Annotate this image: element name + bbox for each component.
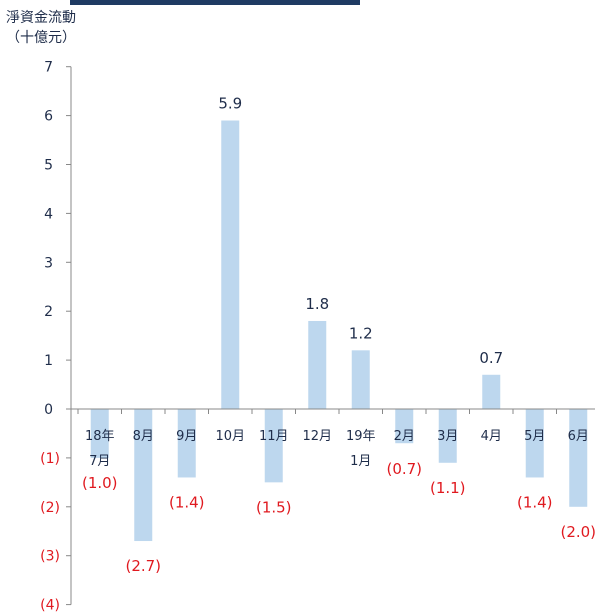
bar [264,409,283,483]
data-label: (2.7) [125,557,161,575]
y-tick-label: 2 [44,304,53,320]
data-label: (1.5) [256,498,292,516]
y-tick-label: (4) [40,598,60,612]
y-tick-label: 1 [44,353,53,369]
bar [482,374,501,409]
y-tick-label: 4 [44,206,53,222]
y-tick-label: 6 [44,109,53,125]
category-label: 18年 [85,429,115,444]
category-label: 11月 [259,429,289,444]
category-label: 9月 [176,429,197,444]
bar [308,320,327,409]
bar [177,409,196,478]
category-label: 5月 [524,429,545,444]
category-label: 3月 [437,429,458,444]
data-label: 0.7 [479,349,503,367]
data-label: 1.8 [305,295,329,313]
category-label: 1月 [350,454,371,469]
bar [525,409,544,478]
y-tick-label: (3) [40,549,60,565]
data-label: 1.2 [349,324,373,342]
y-tick-label: 7 [44,60,53,76]
category-label: 6月 [568,429,589,444]
data-label: (2.0) [560,523,596,541]
bar [569,409,588,507]
data-label: (1.0) [82,474,118,492]
category-label: 12月 [302,429,332,444]
bar [221,120,240,410]
bar [395,409,414,444]
category-label: 4月 [481,429,502,444]
category-label: 8月 [133,429,154,444]
y-axis-title: 淨資金流動 （十億元） [6,8,76,48]
category-label: 19年 [346,429,376,444]
y-axis-title-line1: 淨資金流動 [6,10,76,26]
y-axis-title-line2: （十億元） [6,30,76,46]
category-label: 2月 [394,429,415,444]
data-label: 5.9 [218,94,242,112]
header-bar [70,0,360,5]
data-label: (1.4) [169,493,205,511]
data-label: (1.4) [517,493,553,511]
bar [438,409,457,463]
y-tick-label: (2) [40,500,60,516]
bar [351,350,370,409]
data-label: (1.1) [430,479,466,497]
y-tick-label: 3 [44,255,53,271]
data-label: (0.7) [386,460,422,478]
bar [134,409,153,542]
y-tick-label: (1) [40,451,60,467]
category-label: 10月 [215,429,245,444]
y-tick-label: 0 [44,402,53,418]
bar [90,409,109,458]
category-label: 7月 [89,454,110,469]
y-tick-label: 5 [44,158,53,174]
